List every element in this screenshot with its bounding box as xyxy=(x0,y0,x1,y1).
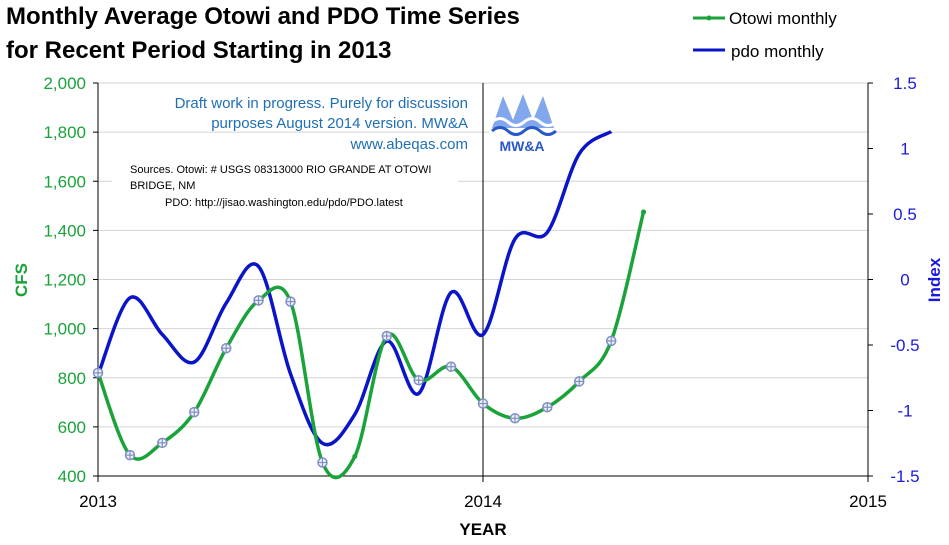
legend-label-otowi: Otowi monthly xyxy=(729,9,837,28)
series-layer xyxy=(92,129,647,480)
data-point-otowi xyxy=(477,398,489,409)
sources-box: Sources. Otowi: # USGS 08313000 RIO GRAN… xyxy=(112,158,458,210)
y-tick-label: 1,200 xyxy=(43,271,86,290)
data-point-otowi xyxy=(381,330,392,342)
logo-wave-2 xyxy=(491,126,557,136)
y-tick-label: 1,600 xyxy=(43,172,86,191)
data-point-otowi xyxy=(189,406,200,418)
y-tick-label: 2,000 xyxy=(43,74,86,93)
y-tick-label: 600 xyxy=(58,418,86,437)
data-point-otowi xyxy=(92,367,104,379)
x-tick-label: 2014 xyxy=(464,492,502,511)
data-point-otowi xyxy=(352,453,358,459)
legend: Otowi monthly pdo monthly xyxy=(693,9,837,61)
y-tick-label: 800 xyxy=(58,369,86,388)
data-point-otowi xyxy=(317,457,328,468)
sources-line-2: BRIDGE, NM xyxy=(130,180,195,192)
chart-title-line-1: Monthly Average Otowi and PDO Time Serie… xyxy=(6,3,520,30)
logo-wave-1 xyxy=(491,117,557,127)
y2-tick-label: -0.5 xyxy=(890,336,919,355)
y-axis-title: CFS xyxy=(12,263,31,297)
series-line-pdo xyxy=(96,129,613,447)
data-point-otowi xyxy=(157,437,168,449)
y-tick-label: 1,400 xyxy=(43,221,86,240)
y2-tick-label: 0 xyxy=(900,271,909,290)
data-point-otowi xyxy=(542,401,553,413)
data-point-otowi xyxy=(124,449,136,461)
y2-tick-label: -1 xyxy=(897,402,912,421)
data-point-otowi xyxy=(509,413,521,424)
series-line-otowi xyxy=(96,211,646,480)
sources-line-3: PDO: http://jisao.washington.edu/pdo/PDO… xyxy=(165,197,403,209)
y2-axis-title: Index xyxy=(925,257,944,302)
data-point-otowi xyxy=(220,343,232,354)
data-point-otowi xyxy=(445,361,457,372)
mwa-logo: MW&A xyxy=(489,87,557,155)
draft-note-line-3: www.abeqas.com xyxy=(349,136,468,153)
y2-tick-label: 1 xyxy=(900,140,909,159)
data-point-otowi xyxy=(605,335,617,347)
draft-note-line-1: Draft work in progress. Purely for discu… xyxy=(175,95,468,112)
x-tick-label: 2015 xyxy=(849,492,887,511)
y2-tick-label: 1.5 xyxy=(893,74,917,93)
chart-title-line-2: for Recent Period Starting in 2013 xyxy=(6,37,391,64)
data-point-otowi xyxy=(253,295,264,306)
data-point-otowi xyxy=(641,209,647,215)
data-point-otowi xyxy=(285,296,296,307)
y-tick-label: 400 xyxy=(58,467,86,486)
data-point-otowi xyxy=(574,376,585,387)
sources-background xyxy=(112,158,458,210)
legend-label-pdo: pdo monthly xyxy=(731,42,824,61)
x-tick-label: 2013 xyxy=(79,492,117,511)
legend-marker-otowi xyxy=(706,15,712,21)
x-axis-ticks: 2013 2014 2015 xyxy=(79,476,887,511)
x-axis-title: YEAR xyxy=(459,520,506,539)
logo-text: MW&A xyxy=(499,138,544,154)
draft-note: Draft work in progress. Purely for discu… xyxy=(175,95,468,153)
data-point-otowi xyxy=(413,374,424,386)
y2-tick-label: -1.5 xyxy=(890,467,919,486)
y-tick-label: 1,800 xyxy=(43,123,86,142)
draft-note-line-2: purposes August 2014 version. MW&A xyxy=(211,115,468,132)
left-axis-ticks: 400 600 800 1,000 1,200 1,400 1,600 1,800 2,000 xyxy=(43,74,98,486)
sources-line-1: Sources. Otowi: # USGS 08313000 RIO GRAN… xyxy=(130,164,431,176)
y2-tick-label: 0.5 xyxy=(893,205,917,224)
right-axis-ticks: -1.5 -1 -0.5 0 0.5 1 1.5 xyxy=(868,74,920,486)
y-tick-label: 1,000 xyxy=(43,320,86,339)
